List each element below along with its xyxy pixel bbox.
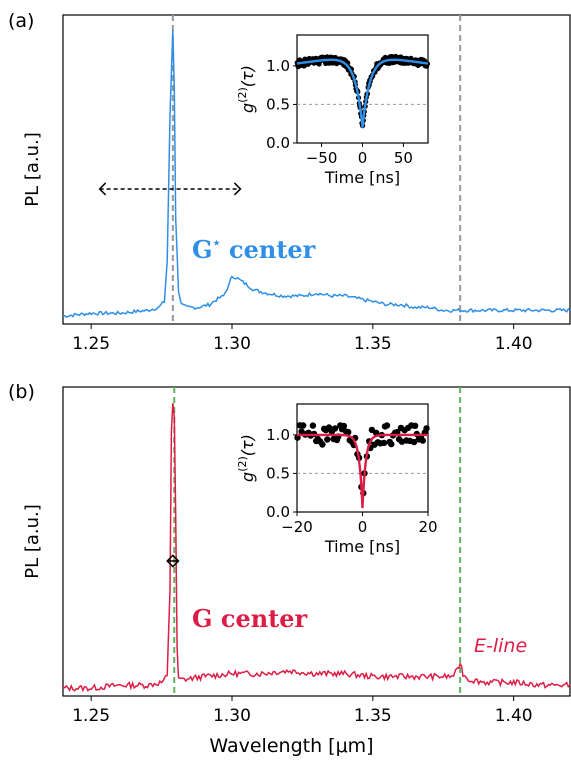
- inset-data-point: [331, 425, 339, 432]
- annotation-rest: center: [221, 235, 316, 264]
- x-tick-label-2: 1.35: [354, 706, 392, 726]
- inset-data-point: [309, 422, 317, 429]
- inset-y-axis-label: g(2)(τ): [236, 65, 257, 113]
- inset-x-axis-label: Time [ns]: [324, 537, 400, 556]
- inset-x-tick-label-1: 0: [358, 149, 368, 167]
- inset-x-tick-label-1: 0: [358, 518, 368, 536]
- inset-g2: −50 0 50 0.0 0.5 1.0 Time [ns] g(2)(τ): [236, 34, 430, 187]
- inset-g2: −20 0 20 0.0 0.5 1.0 Time [ns] g(2)(τ): [236, 403, 438, 556]
- x-tick-label-1: 1.30: [213, 706, 251, 726]
- inset-y-axis-label: g(2)(τ): [236, 434, 257, 482]
- bracket-left-arrow: [166, 554, 174, 568]
- inset-ylabel-sup: (2): [236, 456, 249, 472]
- inset-x-tick-label-0: −50: [306, 149, 338, 167]
- inset-ylabel-g: g: [238, 103, 257, 113]
- x-axis-label: Wavelength [μm]: [209, 735, 373, 757]
- inset-data-point: [411, 422, 419, 429]
- inset-data-point: [345, 428, 352, 436]
- inset-data-point: [423, 425, 430, 432]
- inset-y-tick-label-2: 1.0: [266, 57, 290, 75]
- x-tick-label-3: 1.40: [495, 334, 533, 354]
- inset-fit-line: [297, 433, 428, 509]
- annotation-superscript: ⋆: [213, 236, 221, 251]
- bracket-right-arrow: [171, 554, 180, 568]
- panel-label: (b): [8, 381, 35, 403]
- x-tick-label-3: 1.40: [495, 706, 533, 726]
- y-axis-label: PL [a.u.]: [22, 504, 43, 579]
- inset-x-axis-label: Time [ns]: [324, 168, 400, 187]
- inset-data-point: [383, 422, 391, 429]
- inset-data-point: [300, 422, 307, 429]
- y-axis-label: PL [a.u.]: [22, 132, 43, 207]
- x-tick-label-0: 1.25: [72, 706, 110, 726]
- inset-y-tick-label-1: 0.5: [266, 95, 290, 113]
- inset-ylabel-tau: (τ): [238, 434, 257, 456]
- inset-y-tick-label-0: 0.0: [266, 134, 290, 152]
- inset-ylabel-sup: (2): [236, 87, 249, 103]
- inset-y-tick-label-0: 0.0: [266, 503, 290, 521]
- inset-data-point: [419, 437, 426, 444]
- axes-frame: [62, 14, 571, 325]
- axes-frame: [62, 386, 571, 697]
- x-tick-label-2: 1.35: [354, 334, 392, 354]
- inset-x-tick-label-2: 50: [394, 149, 413, 167]
- panel-a: 1.25 1.30 1.35 1.40 PL [a.u.] (a) G⋆ center −50…: [8, 10, 571, 354]
- linewidth-bracket: [98, 182, 242, 196]
- linewidth-bracket: [166, 554, 180, 568]
- center-annotation: G⋆ center: [192, 235, 316, 264]
- inset-data-point: [319, 441, 326, 448]
- annotation-main: G: [192, 235, 213, 264]
- bracket-left-arrow: [98, 182, 107, 196]
- inset-data-point: [388, 440, 395, 448]
- bracket-right-arrow: [233, 182, 242, 196]
- panel-label: (a): [8, 10, 34, 32]
- inset-x-tick-label-2: 20: [418, 518, 437, 536]
- inset-data-point: [340, 422, 348, 430]
- inset-ylabel-tau: (τ): [238, 65, 257, 87]
- inset-fit-line: [296, 58, 429, 128]
- inset-data-point: [324, 436, 331, 443]
- e-line-label: E-line: [474, 635, 527, 657]
- inset-data-point: [380, 439, 388, 447]
- center-annotation: G center: [192, 604, 308, 633]
- inset-y-tick-label-2: 1.0: [266, 426, 290, 444]
- inset-y-tick-label-1: 0.5: [266, 464, 290, 482]
- panel-b: 1.25 1.30 1.35 1.40 PL [a.u.] (b) G center E-li…: [8, 381, 571, 757]
- x-tick-label-0: 1.25: [72, 334, 110, 354]
- x-tick-label-1: 1.30: [213, 334, 251, 354]
- inset-x-tick-label-0: −20: [281, 518, 313, 536]
- spectrum-line: [62, 30, 571, 318]
- inset-ylabel-g: g: [238, 472, 257, 482]
- inset-data-point: [410, 438, 418, 446]
- spectrum-line: [62, 403, 571, 693]
